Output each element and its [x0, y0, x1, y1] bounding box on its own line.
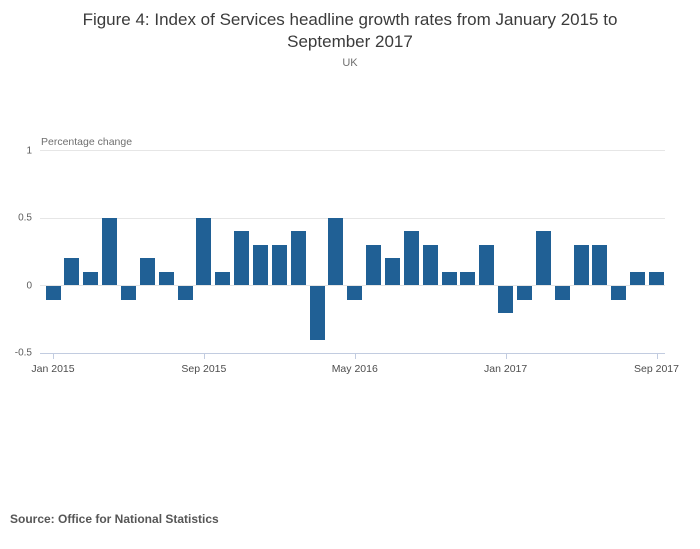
- bar[interactable]: [554, 286, 570, 300]
- bar[interactable]: [64, 258, 80, 285]
- x-tick-label: May 2016: [331, 362, 378, 375]
- bar[interactable]: [592, 244, 608, 285]
- chart-title: Figure 4: Index of Services headline gro…: [82, 10, 618, 52]
- bar[interactable]: [328, 217, 344, 285]
- bar[interactable]: [366, 244, 382, 285]
- bar[interactable]: [347, 286, 363, 300]
- gridline: [40, 218, 665, 219]
- x-axis-tick: [505, 353, 507, 359]
- bar[interactable]: [535, 231, 551, 285]
- bar[interactable]: [611, 286, 627, 300]
- bar[interactable]: [403, 231, 419, 285]
- bar[interactable]: [120, 286, 136, 300]
- x-tick-label: Sep 2017: [634, 362, 679, 375]
- x-tick-label: Jan 2015: [31, 362, 75, 375]
- bar[interactable]: [139, 258, 155, 285]
- bar[interactable]: [177, 286, 193, 300]
- bar[interactable]: [630, 271, 646, 285]
- source-note: Source: Office for National Statistics: [10, 512, 219, 526]
- x-axis-tick: [203, 353, 205, 359]
- chart-subtitle: UK: [342, 57, 358, 69]
- bar[interactable]: [498, 286, 514, 313]
- y-tick-label: 0: [26, 280, 32, 291]
- gridline: [40, 285, 665, 286]
- bar[interactable]: [460, 271, 476, 285]
- bar[interactable]: [422, 244, 438, 285]
- bar[interactable]: [102, 217, 118, 285]
- bar[interactable]: [516, 286, 532, 300]
- x-axis-line: [40, 353, 665, 354]
- bar[interactable]: [234, 231, 250, 285]
- x-axis-tick: [53, 353, 54, 359]
- x-tick-label: Sep 2015: [181, 362, 227, 375]
- bar[interactable]: [252, 244, 268, 285]
- bar[interactable]: [441, 271, 457, 285]
- bar[interactable]: [290, 231, 306, 285]
- y-tick-label: 0.5: [18, 212, 32, 224]
- bar[interactable]: [309, 286, 325, 340]
- bar[interactable]: [83, 271, 99, 285]
- bar[interactable]: [45, 286, 61, 300]
- y-tick-label: 1: [26, 145, 32, 156]
- bar[interactable]: [196, 217, 212, 285]
- bar[interactable]: [271, 244, 287, 285]
- y-tick-label: -0.5: [14, 347, 32, 359]
- bar[interactable]: [384, 258, 400, 285]
- x-axis-tick: [656, 353, 658, 359]
- gridline: [40, 150, 665, 151]
- bar[interactable]: [649, 271, 664, 285]
- bar[interactable]: [158, 271, 174, 285]
- y-axis-title: Percentage change: [41, 136, 133, 148]
- bar[interactable]: [479, 244, 495, 285]
- x-axis-tick: [354, 353, 356, 359]
- bar[interactable]: [215, 271, 231, 285]
- bar[interactable]: [573, 244, 589, 285]
- x-tick-label: Jan 2017: [484, 362, 528, 375]
